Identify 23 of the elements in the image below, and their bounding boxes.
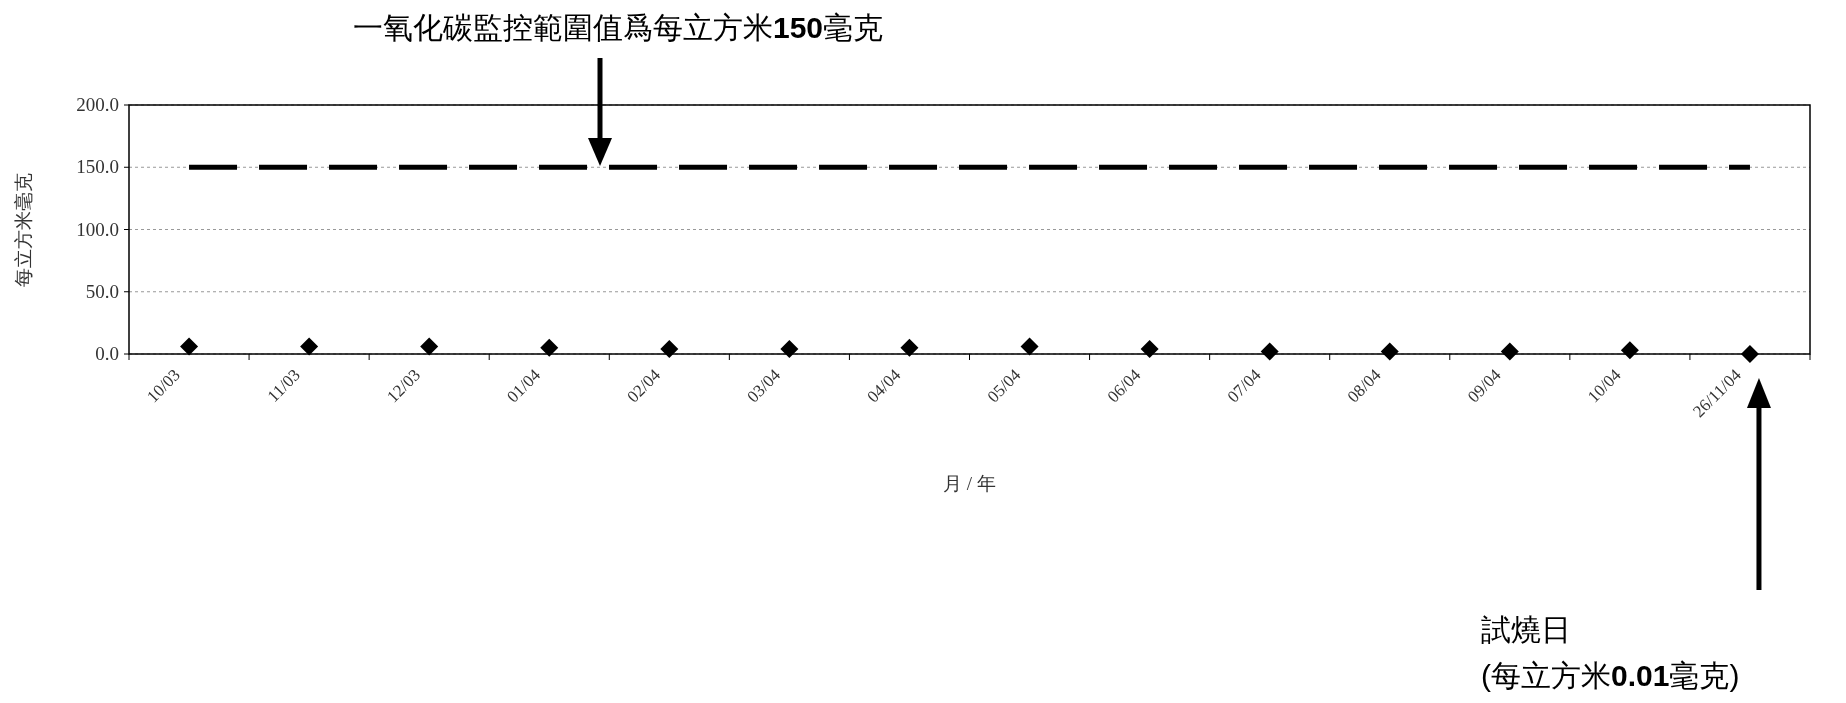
point xyxy=(540,338,559,357)
point xyxy=(1140,340,1159,359)
y-tick-label: 200.0 xyxy=(76,94,119,115)
y-tick-label: 50.0 xyxy=(85,280,119,302)
point xyxy=(300,337,319,356)
point xyxy=(1740,344,1759,363)
y-tick-label: 0.0 xyxy=(95,343,119,364)
y-tick-label: 100.0 xyxy=(76,218,119,240)
y-axis-title: 每立方米毫克 xyxy=(13,172,34,287)
point xyxy=(1500,342,1519,361)
text: 試燒日 (每立方米0.01毫克) xyxy=(1481,613,1740,692)
point xyxy=(660,340,679,359)
point xyxy=(1380,342,1399,361)
point xyxy=(1620,341,1639,360)
point xyxy=(1260,342,1279,361)
point xyxy=(1020,337,1039,356)
point xyxy=(420,337,439,356)
point xyxy=(180,337,199,356)
y-tick-label: 150.0 xyxy=(76,156,119,178)
x-axis-title: 月 / 年 xyxy=(943,473,996,494)
point xyxy=(780,340,799,359)
text: 一氧化碳監控範圍值爲每立方米150毫克 xyxy=(352,11,884,44)
point xyxy=(900,338,919,357)
